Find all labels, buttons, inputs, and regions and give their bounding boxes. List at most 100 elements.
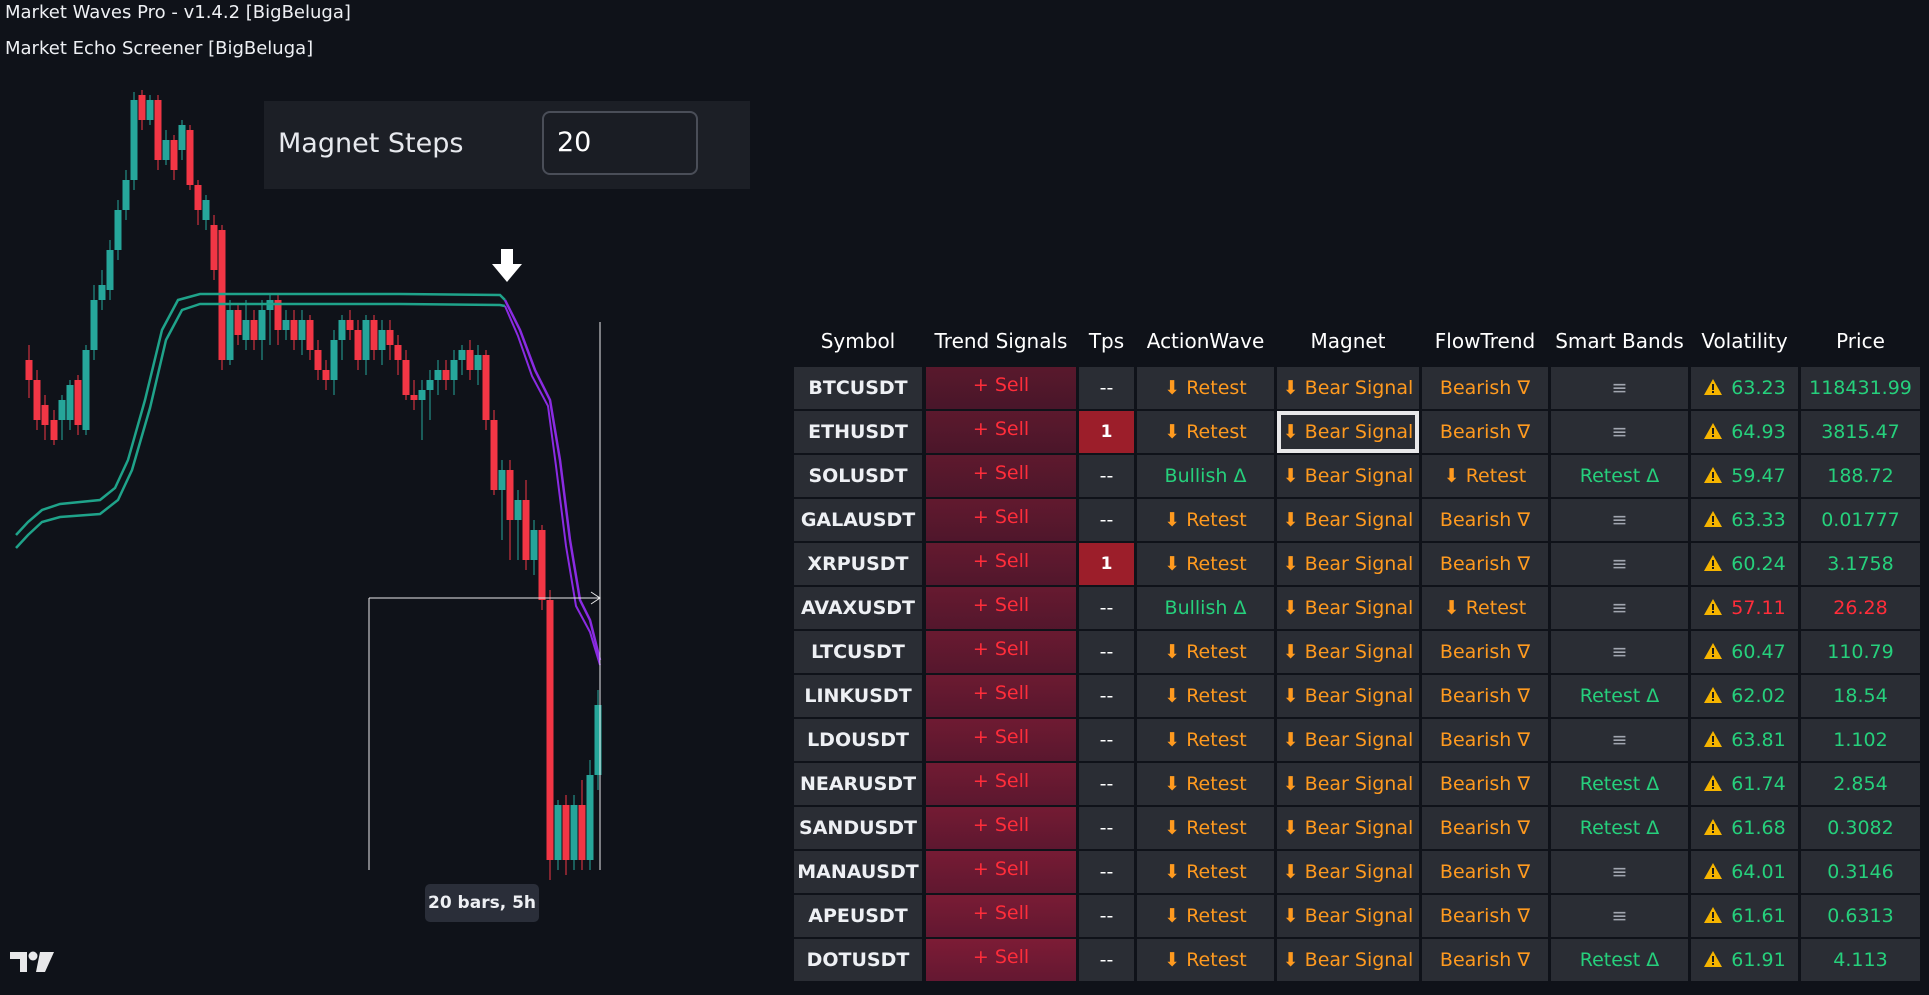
candle-body xyxy=(146,100,154,120)
table-row[interactable]: BTCUSDT + Sell -- ⬇ Retest ⬇ Bear Signal Bear… xyxy=(794,367,1920,411)
magnet-cell: ⬇ Bear Signal xyxy=(1277,587,1419,629)
volatility-cell: 63.33 xyxy=(1691,499,1798,541)
candle-body xyxy=(570,805,578,860)
trend-signal-cell: + Sell xyxy=(926,367,1076,409)
magnet-cell: ⬇ Bear Signal xyxy=(1277,499,1419,541)
warning-icon xyxy=(1704,642,1723,659)
candle-body xyxy=(74,380,82,425)
price-cell: 3815.47 xyxy=(1801,411,1920,453)
magnet-cell: ⬇ Bear Signal xyxy=(1277,895,1419,937)
table-row[interactable]: SANDUSDT + Sell -- ⬇ Retest ⬇ Bear Signal Bea… xyxy=(794,807,1920,851)
symbol-cell: MANAUSDT xyxy=(794,851,922,893)
candle-body xyxy=(210,225,218,270)
tps-cell: -- xyxy=(1079,851,1134,893)
price-cell: 0.3146 xyxy=(1801,851,1920,893)
table-row[interactable]: XRPUSDT + Sell 1 ⬇ Retest ⬇ Bear Signal Beari… xyxy=(794,543,1920,587)
table-row[interactable]: MANAUSDT + Sell -- ⬇ Retest ⬇ Bear Signal Bea… xyxy=(794,851,1920,895)
volatility-value: 63.33 xyxy=(1731,509,1786,531)
volatility-value: 64.93 xyxy=(1731,421,1786,443)
candle-body xyxy=(41,405,49,425)
volatility-value: 60.47 xyxy=(1731,641,1786,663)
volatility-value: 59.47 xyxy=(1731,465,1786,487)
candle-body xyxy=(418,390,426,400)
trend-signal-cell: + Sell xyxy=(926,763,1076,805)
header-volatility: Volatility xyxy=(1701,329,1788,353)
header-tps: Tps xyxy=(1088,329,1125,353)
table-row[interactable]: SOLUSDT + Sell -- Bullish Δ ⬇ Bear Signal ⬇ R… xyxy=(794,455,1920,499)
warning-icon xyxy=(1704,598,1723,615)
flowtrend-cell: Bearish ∇ xyxy=(1422,675,1548,717)
candle-body xyxy=(322,370,330,380)
warning-icon xyxy=(1704,818,1723,835)
flowtrend-cell: Bearish ∇ xyxy=(1422,367,1548,409)
smart-bands-cell: Retest Δ xyxy=(1551,939,1688,981)
price-cell: 188.72 xyxy=(1801,455,1920,497)
actionwave-cell: ⬇ Retest xyxy=(1137,543,1274,585)
magnet-cell: ⬇ Bear Signal xyxy=(1277,675,1419,717)
magnet-cell: ⬇ Bear Signal xyxy=(1277,851,1419,893)
magnet-cell[interactable]: ⬇ Bear Signal xyxy=(1277,411,1419,453)
candle-body xyxy=(466,350,474,370)
candle-body xyxy=(330,340,338,380)
volatility-value: 57.11 xyxy=(1731,597,1786,619)
candle-body xyxy=(25,360,33,380)
smart-bands-cell: ≡ xyxy=(1551,851,1688,893)
candle-body xyxy=(226,310,234,360)
candle-body xyxy=(474,355,482,370)
warning-icon xyxy=(1704,510,1723,527)
price-chart[interactable] xyxy=(0,0,780,995)
measure-tool xyxy=(368,322,601,870)
screener-header-row: Symbol Trend Signals Tps ActionWave Magnet Fl… xyxy=(794,322,1920,360)
table-row[interactable]: LTCUSDT + Sell -- ⬇ Retest ⬇ Bear Signal Bear… xyxy=(794,631,1920,675)
actionwave-cell: ⬇ Retest xyxy=(1137,851,1274,893)
smart-bands-cell: ≡ xyxy=(1551,587,1688,629)
candle-body xyxy=(33,380,41,420)
candle-body xyxy=(242,320,250,340)
volatility-cell: 61.74 xyxy=(1691,763,1798,805)
magnet-cell: ⬇ Bear Signal xyxy=(1277,807,1419,849)
table-row[interactable]: APEUSDT + Sell -- ⬇ Retest ⬇ Bear Signal Bear… xyxy=(794,895,1920,939)
tps-cell: -- xyxy=(1079,895,1134,937)
tps-cell: -- xyxy=(1079,631,1134,673)
smart-bands-cell: Retest Δ xyxy=(1551,675,1688,717)
header-symbol: Symbol xyxy=(820,329,896,353)
table-row[interactable]: LDOUSDT + Sell -- ⬇ Retest ⬇ Bear Signal Bear… xyxy=(794,719,1920,763)
magnet-cell: ⬇ Bear Signal xyxy=(1277,939,1419,981)
flowtrend-cell: ⬇ Retest xyxy=(1422,587,1548,629)
indicator-title-market-echo[interactable]: Market Echo Screener [BigBeluga] xyxy=(5,38,314,59)
candle-body xyxy=(250,320,258,340)
table-row[interactable]: ETHUSDT + Sell 1 ⬇ Retest ⬇ Bear Signal Beari… xyxy=(794,411,1920,455)
trend-signal-cell: + Sell xyxy=(926,631,1076,673)
candle-body xyxy=(370,320,378,350)
smart-bands-cell: ≡ xyxy=(1551,631,1688,673)
tps-cell: -- xyxy=(1079,675,1134,717)
candle-body xyxy=(498,470,506,490)
candle-body xyxy=(234,310,242,335)
flowtrend-cell: Bearish ∇ xyxy=(1422,851,1548,893)
flowtrend-cell: Bearish ∇ xyxy=(1422,631,1548,673)
tradingview-logo-icon[interactable] xyxy=(9,950,57,976)
trend-signal-cell: + Sell xyxy=(926,675,1076,717)
magnet-cell: ⬇ Bear Signal xyxy=(1277,763,1419,805)
trend-band-upper xyxy=(15,292,506,536)
table-row[interactable]: LINKUSDT + Sell -- ⬇ Retest ⬇ Bear Signal Bea… xyxy=(794,675,1920,719)
symbol-cell: LINKUSDT xyxy=(794,675,922,717)
tps-cell: -- xyxy=(1079,587,1134,629)
volatility-cell: 64.01 xyxy=(1691,851,1798,893)
symbol-cell: SANDUSDT xyxy=(794,807,922,849)
smart-bands-cell: ≡ xyxy=(1551,367,1688,409)
table-row[interactable]: NEARUSDT + Sell -- ⬇ Retest ⬇ Bear Signal Bea… xyxy=(794,763,1920,807)
candle-body xyxy=(114,210,122,250)
table-row[interactable]: AVAXUSDT + Sell -- Bullish Δ ⬇ Bear Signal ⬇ … xyxy=(794,587,1920,631)
warning-icon xyxy=(1704,422,1723,439)
smart-bands-cell: ≡ xyxy=(1551,411,1688,453)
indicator-title-market-waves[interactable]: Market Waves Pro - v1.4.2 [BigBeluga] xyxy=(5,2,351,23)
table-row[interactable]: DOTUSDT + Sell -- ⬇ Retest ⬇ Bear Signal Bear… xyxy=(794,939,1920,983)
table-row[interactable]: GALAUSDT + Sell -- ⬇ Retest ⬇ Bear Signal Bea… xyxy=(794,499,1920,543)
magnet-steps-input[interactable]: 20 xyxy=(542,111,698,175)
magnet-line-1 xyxy=(503,299,602,661)
candle-body xyxy=(106,250,114,290)
header-actionwave: ActionWave xyxy=(1146,329,1265,353)
symbol-cell: GALAUSDT xyxy=(794,499,922,541)
magnet-cell: ⬇ Bear Signal xyxy=(1277,367,1419,409)
